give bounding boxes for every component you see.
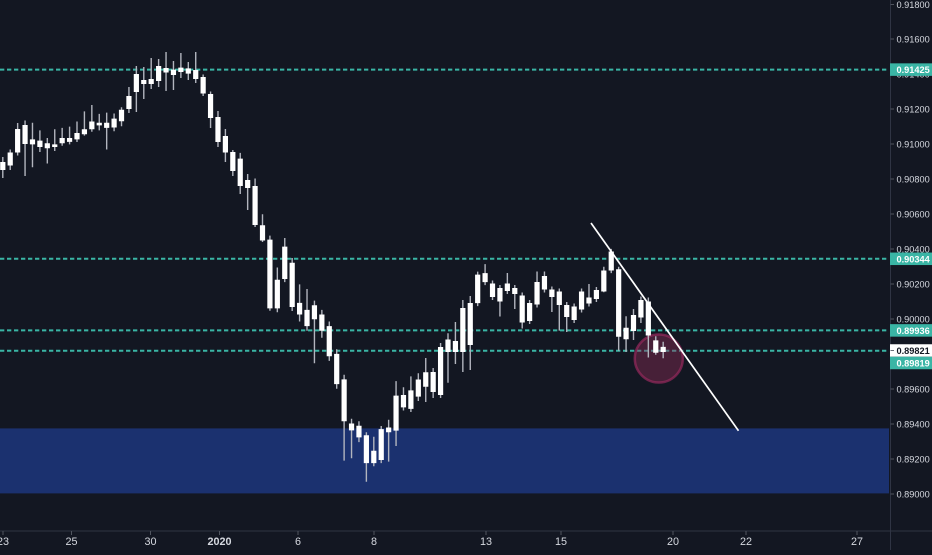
svg-text:22: 22 [740,536,752,548]
svg-text:0.89200: 0.89200 [897,455,930,465]
svg-text:0.91800: 0.91800 [897,0,930,10]
svg-text:6: 6 [295,536,301,548]
svg-text:25: 25 [65,536,77,548]
svg-text:23: 23 [0,536,9,548]
svg-text:0.90344: 0.90344 [897,254,931,264]
svg-text:0.91000: 0.91000 [897,140,930,150]
svg-text:0.90800: 0.90800 [897,175,930,185]
svg-text:0.89000: 0.89000 [897,490,930,500]
svg-text:0.91425: 0.91425 [897,65,930,75]
svg-text:2020: 2020 [207,536,231,548]
svg-text:0.91200: 0.91200 [897,105,930,115]
svg-text:0.90200: 0.90200 [897,280,930,290]
svg-text:0.90400: 0.90400 [897,245,930,255]
svg-text:27: 27 [851,536,863,548]
svg-text:15: 15 [555,536,567,548]
svg-text:0.90600: 0.90600 [897,210,930,220]
svg-text:0.90000: 0.90000 [897,315,930,325]
svg-text:0.89821: 0.89821 [897,346,930,356]
svg-text:0.89819: 0.89819 [897,359,930,369]
svg-text:0.89400: 0.89400 [897,420,930,430]
svg-text:0.89600: 0.89600 [897,385,930,395]
svg-text:0.89936: 0.89936 [897,326,930,336]
svg-text:20: 20 [667,536,679,548]
svg-text:13: 13 [480,536,492,548]
svg-text:0.91600: 0.91600 [897,35,930,45]
svg-text:8: 8 [371,536,377,548]
svg-text:30: 30 [144,536,156,548]
